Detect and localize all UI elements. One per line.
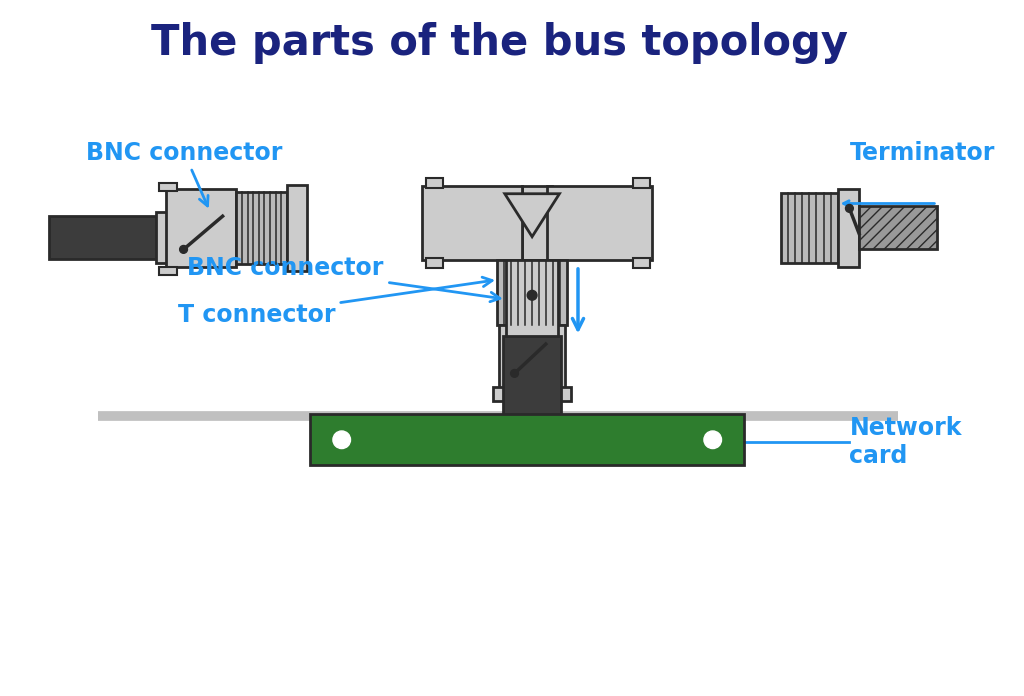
Circle shape bbox=[846, 205, 853, 212]
Bar bbox=[426, 258, 443, 268]
Bar bbox=[49, 216, 161, 259]
Circle shape bbox=[511, 370, 518, 377]
Bar bbox=[237, 192, 287, 264]
Bar bbox=[499, 324, 565, 389]
Bar bbox=[522, 186, 552, 260]
Text: The parts of the bus topology: The parts of the bus topology bbox=[152, 22, 848, 65]
Bar bbox=[310, 414, 744, 465]
Bar bbox=[287, 185, 306, 271]
Bar bbox=[838, 189, 859, 267]
Polygon shape bbox=[505, 193, 559, 237]
Bar bbox=[157, 212, 169, 263]
Bar bbox=[633, 178, 650, 188]
Circle shape bbox=[527, 290, 537, 300]
Text: Terminator: Terminator bbox=[850, 141, 994, 165]
Circle shape bbox=[333, 431, 350, 448]
Text: T connector: T connector bbox=[178, 277, 493, 327]
Bar bbox=[633, 258, 650, 268]
Bar bbox=[503, 336, 561, 418]
Text: Network
card: Network card bbox=[850, 416, 962, 468]
Bar bbox=[493, 387, 571, 401]
Circle shape bbox=[179, 246, 187, 253]
Bar bbox=[547, 186, 652, 260]
Text: BNC connector: BNC connector bbox=[187, 256, 500, 301]
Bar bbox=[422, 186, 522, 260]
Bar bbox=[497, 260, 567, 324]
Bar bbox=[159, 183, 177, 191]
Bar bbox=[506, 260, 558, 338]
Bar bbox=[781, 193, 838, 263]
Bar bbox=[426, 178, 443, 188]
Bar bbox=[859, 207, 937, 249]
Text: BNC connector: BNC connector bbox=[86, 141, 283, 206]
Bar bbox=[159, 267, 177, 275]
Bar bbox=[166, 189, 237, 267]
Circle shape bbox=[703, 431, 722, 448]
